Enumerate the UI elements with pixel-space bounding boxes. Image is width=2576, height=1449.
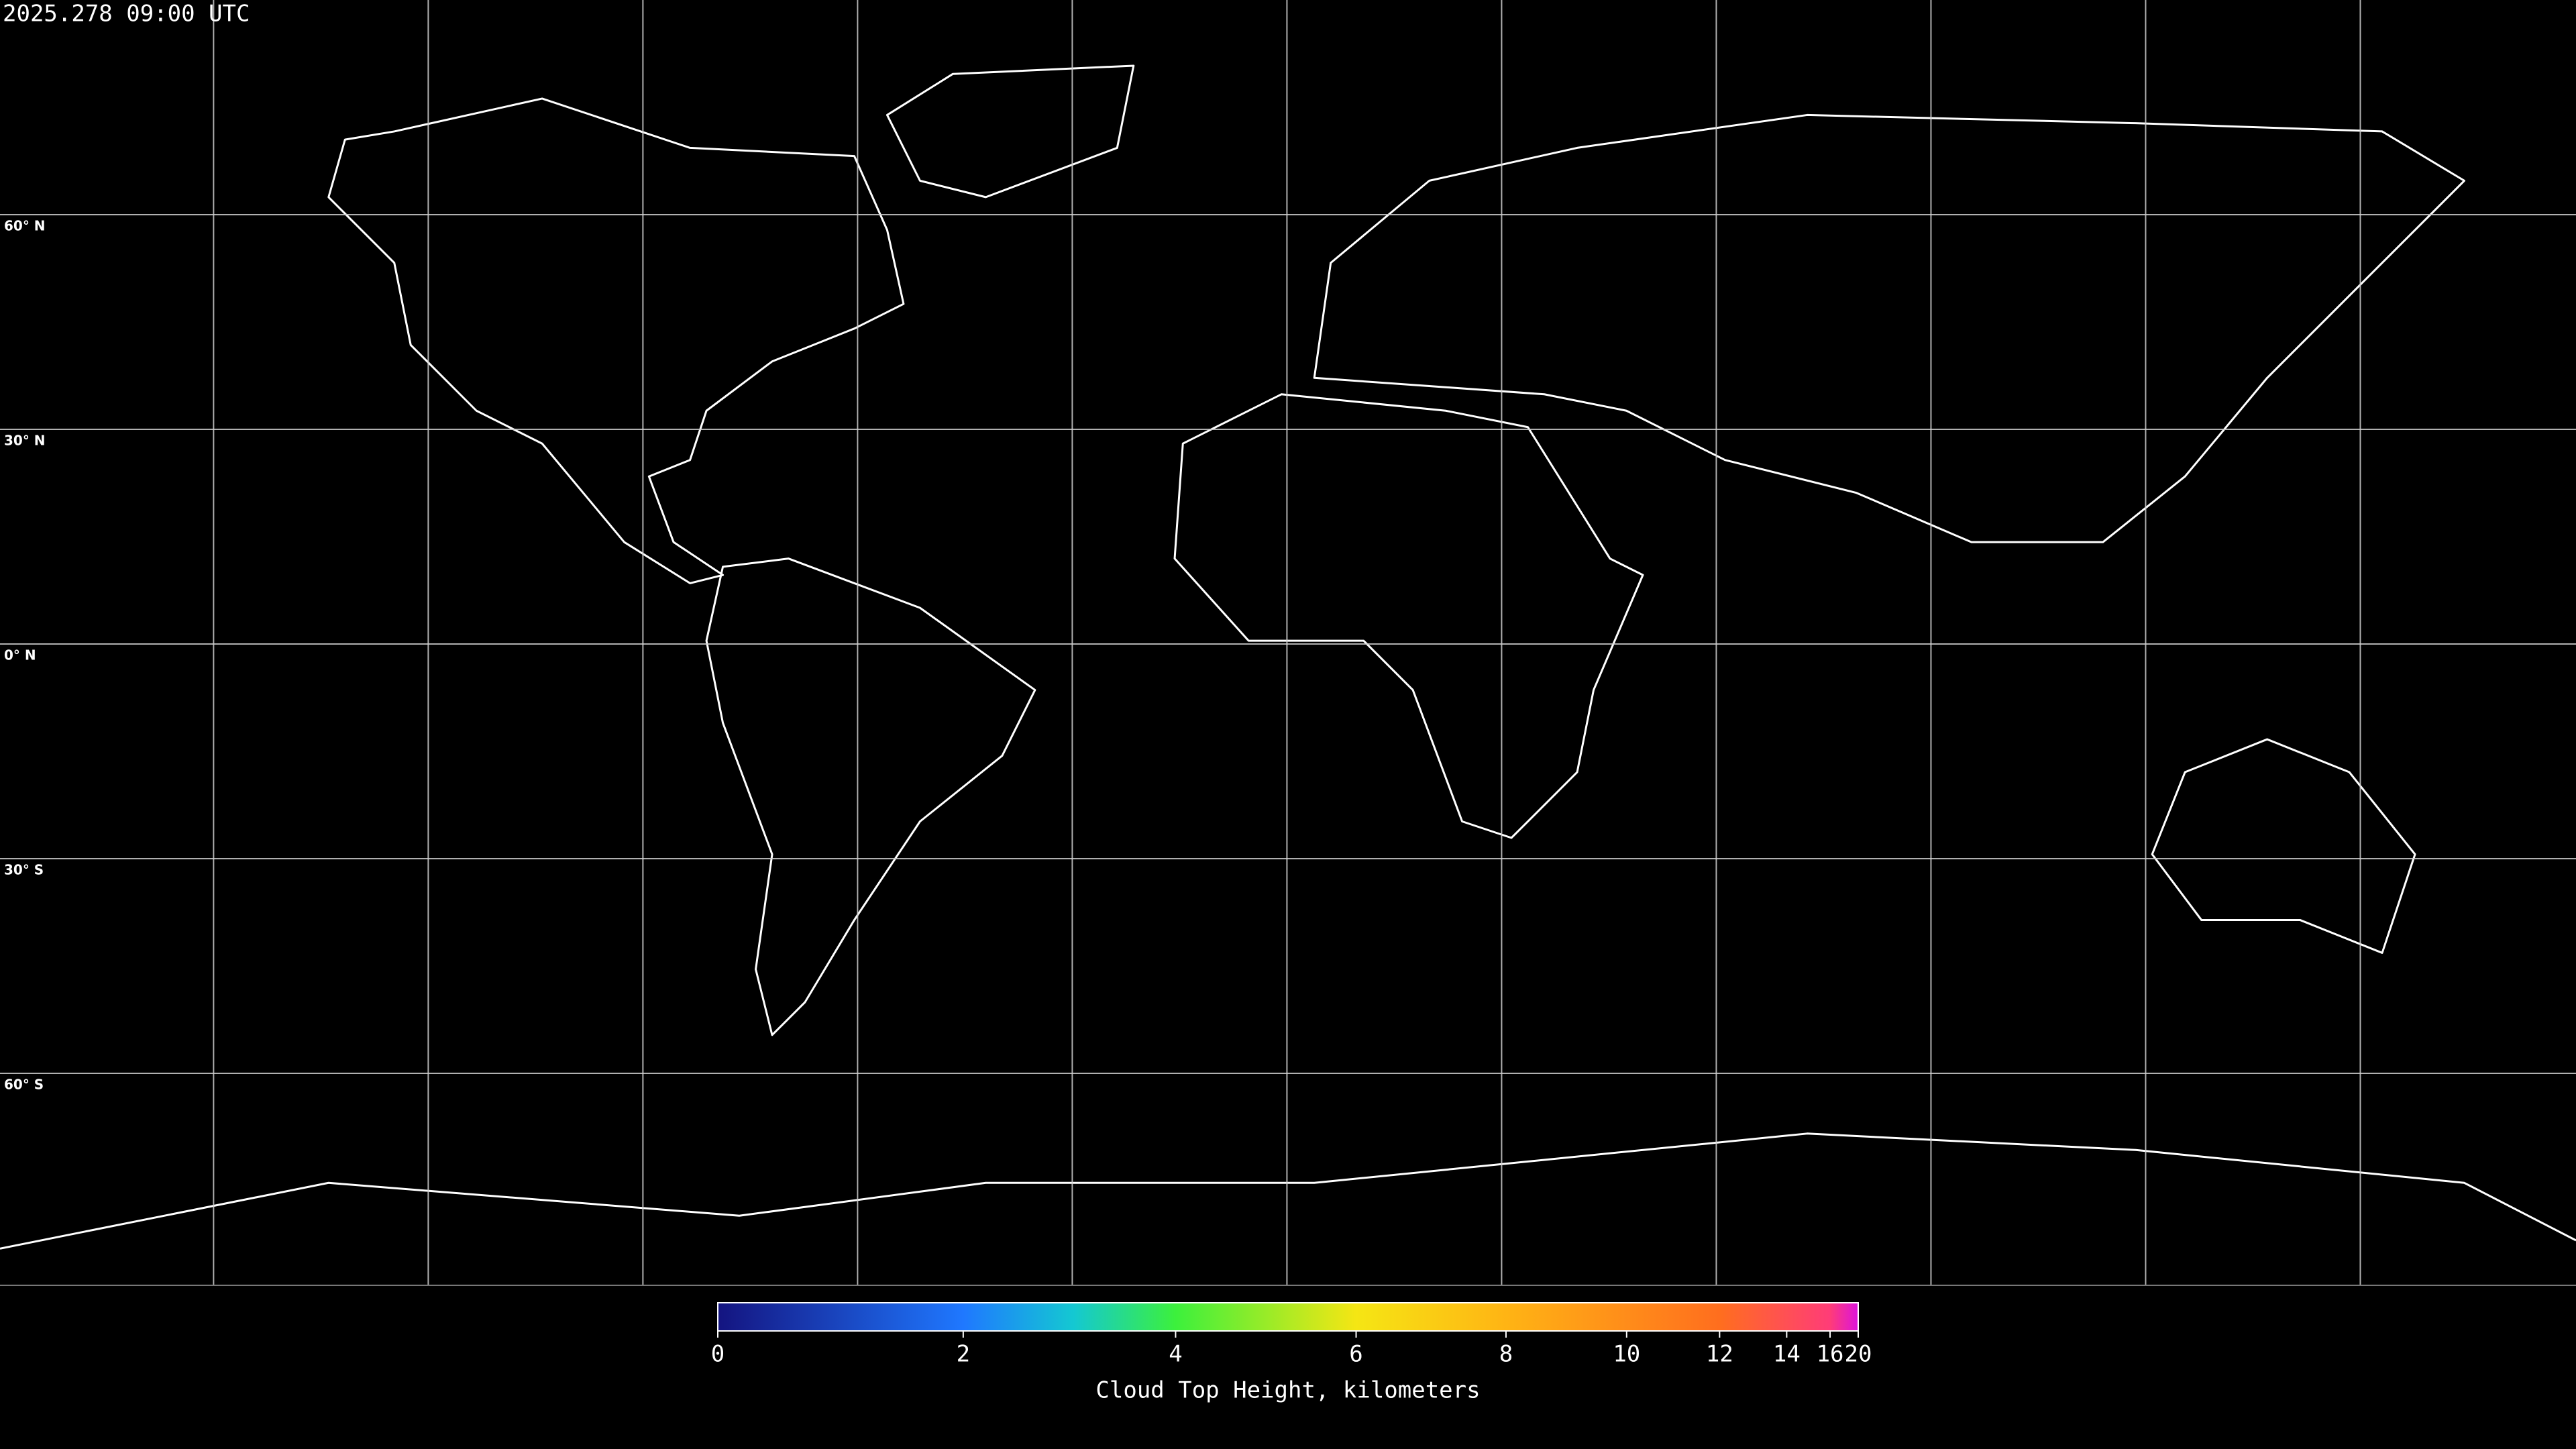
colorbar-tick-label: 20 bbox=[1845, 1341, 1872, 1368]
colorbar-tick-label: 16 bbox=[1817, 1341, 1844, 1368]
colorbar: 0 2 4 6 8 10 12 14 16 20 bbox=[711, 1302, 1872, 1368]
coastline bbox=[329, 99, 904, 583]
coastline bbox=[2152, 739, 2415, 953]
timestamp: 2025.278 09:00 UTC bbox=[3, 1, 250, 28]
lat-label: 0° N bbox=[4, 647, 36, 663]
coastline bbox=[0, 1134, 2576, 1248]
colorbar-tick-label: 14 bbox=[1773, 1341, 1801, 1368]
colorbar-bar bbox=[717, 1302, 1859, 1332]
colorbar-tick-label: 0 bbox=[711, 1341, 724, 1368]
lat-label: 30° S bbox=[4, 862, 44, 878]
colorbar-tick-label: 2 bbox=[957, 1341, 970, 1368]
colorbar-tick-label: 12 bbox=[1706, 1341, 1733, 1368]
lat-labels: 60° N 30° N 0° N 30° S 60° S bbox=[4, 218, 46, 1093]
colorbar-tick-label: 8 bbox=[1499, 1341, 1513, 1368]
colorbar-tick-label: 10 bbox=[1613, 1341, 1640, 1368]
lat-label: 60° S bbox=[4, 1077, 44, 1093]
lat-label: 30° N bbox=[4, 433, 46, 449]
graticule bbox=[0, 0, 2576, 1285]
colorbar-tick-label: 6 bbox=[1349, 1341, 1362, 1368]
colorbar-tick-label: 4 bbox=[1169, 1341, 1182, 1368]
coastline bbox=[706, 559, 1035, 1035]
colorbar-label: Cloud Top Height, kilometers bbox=[1095, 1377, 1480, 1404]
coastline bbox=[887, 66, 1133, 197]
coastline bbox=[1314, 115, 2464, 542]
coastlines bbox=[0, 66, 2576, 1248]
lat-label: 60° N bbox=[4, 218, 46, 234]
